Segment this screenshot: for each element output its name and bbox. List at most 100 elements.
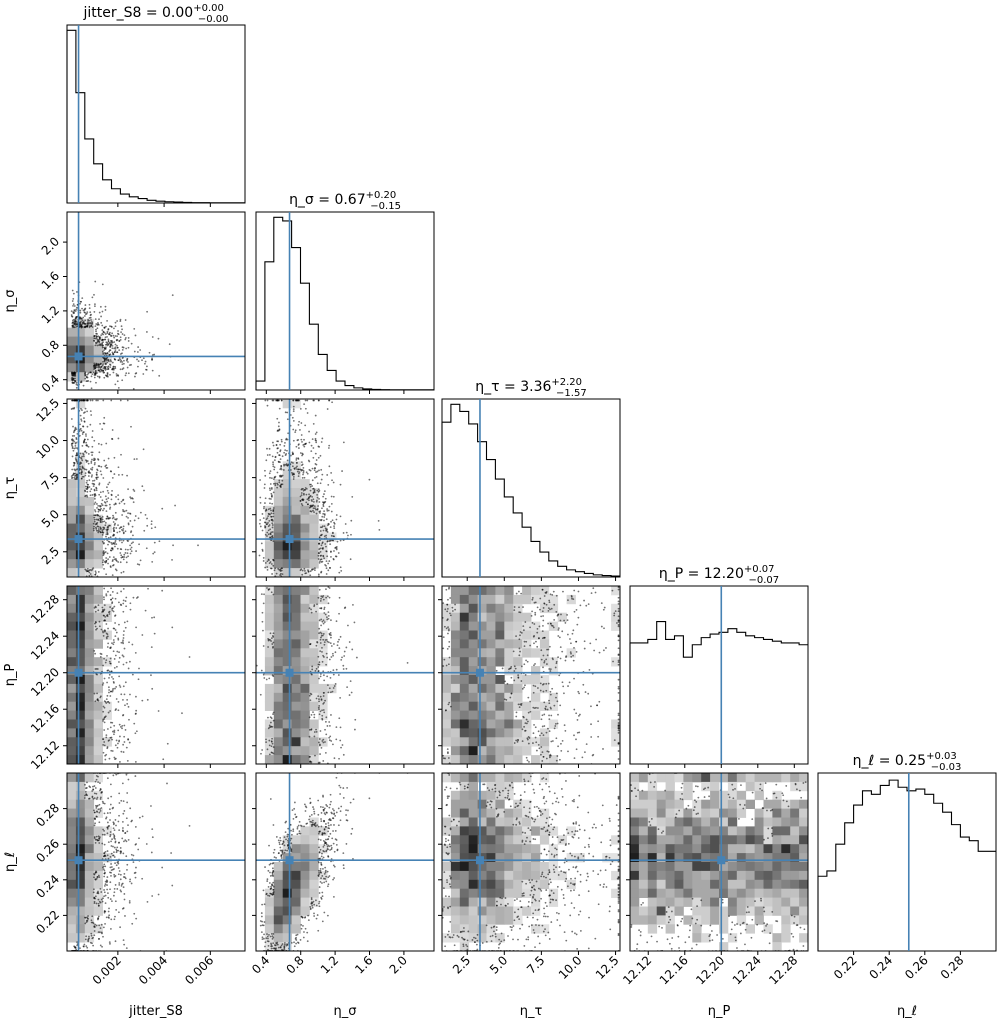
sample-point <box>85 468 88 471</box>
sample-point <box>550 714 553 717</box>
sample-point <box>339 819 342 822</box>
density-cell <box>495 612 505 622</box>
sample-point <box>332 878 334 881</box>
sample-point <box>339 793 342 795</box>
sample-point <box>311 825 313 827</box>
density-cell <box>67 479 77 489</box>
sample-point <box>301 440 303 443</box>
sample-point <box>327 483 330 486</box>
sample-point <box>126 399 129 402</box>
density-cell <box>300 746 310 756</box>
sample-point <box>340 805 343 808</box>
sample-point <box>92 785 94 788</box>
sample-point <box>548 668 551 670</box>
density-cell <box>67 541 77 551</box>
density-cell <box>309 523 319 533</box>
sample-point <box>120 554 123 557</box>
sample-point <box>448 587 450 590</box>
sample-point <box>326 811 328 814</box>
sample-point <box>318 704 321 707</box>
density-cell <box>273 594 284 605</box>
sample-point <box>123 898 126 901</box>
sample-point <box>567 685 569 687</box>
sample-point <box>79 414 82 417</box>
sample-point <box>110 690 112 693</box>
sample-point <box>300 503 303 505</box>
density-cell <box>67 710 77 720</box>
density-cell <box>504 701 514 711</box>
sample-point <box>549 690 552 693</box>
sample-point <box>114 875 117 877</box>
sample-point <box>74 946 76 949</box>
hist-steps-jitter_S8 <box>66 29 245 204</box>
density-cell <box>309 505 319 516</box>
sample-point <box>105 698 108 700</box>
sample-point <box>112 334 115 337</box>
sample-point <box>84 313 87 316</box>
sample-point <box>605 647 607 649</box>
sample-point <box>541 610 544 613</box>
density-cell <box>84 523 95 533</box>
sample-point <box>512 650 515 653</box>
sample-point <box>290 829 292 832</box>
sample-point <box>336 849 339 852</box>
sample-point <box>264 469 266 472</box>
density-cell <box>84 336 95 346</box>
sample-point <box>272 593 275 596</box>
sample-point <box>555 594 558 597</box>
sample-point <box>93 811 96 814</box>
sample-point <box>342 753 345 756</box>
sample-point <box>269 862 272 865</box>
density-cell <box>309 586 319 596</box>
sample-point <box>323 606 326 609</box>
sample-point <box>72 292 75 295</box>
sample-point <box>333 813 335 816</box>
sample-point <box>162 758 165 761</box>
sample-point <box>330 645 333 647</box>
sample-point <box>120 890 123 893</box>
sample-point <box>283 464 285 467</box>
sample-point <box>594 591 597 594</box>
sample-point <box>272 711 275 714</box>
sample-point <box>323 844 326 847</box>
sample-point <box>99 305 102 308</box>
sample-point <box>561 650 564 653</box>
sample-point <box>98 318 100 321</box>
sample-point <box>323 643 326 646</box>
density-cell <box>67 683 77 694</box>
sample-point <box>125 359 128 362</box>
sample-point <box>124 729 127 731</box>
sample-point <box>348 694 351 696</box>
sample-point <box>309 574 312 577</box>
sample-point <box>109 508 111 510</box>
sample-point <box>88 574 91 577</box>
sample-point <box>102 705 105 708</box>
sample-point <box>268 638 270 641</box>
sample-point <box>577 690 580 693</box>
sample-point <box>103 855 105 858</box>
sample-point <box>319 631 322 634</box>
sample-point <box>325 663 328 666</box>
sample-point <box>91 373 94 376</box>
sample-point <box>135 712 137 715</box>
sample-point <box>446 748 449 751</box>
sample-point <box>146 698 149 701</box>
sample-point <box>535 749 538 752</box>
sample-point <box>287 432 290 435</box>
density-cell <box>513 621 523 631</box>
sample-point <box>102 369 105 372</box>
density-cell <box>264 523 275 533</box>
density-cell <box>309 862 319 872</box>
sample-point <box>127 824 129 827</box>
density-cell <box>93 532 103 542</box>
density-cell <box>450 630 461 640</box>
sample-point <box>93 495 96 498</box>
sample-point <box>109 325 111 328</box>
density-cell <box>67 808 77 818</box>
sample-point <box>104 358 107 360</box>
density-cell <box>102 603 112 614</box>
sample-point <box>188 656 191 658</box>
sample-point <box>105 659 108 662</box>
sample-point <box>319 730 322 732</box>
sample-point <box>120 526 123 529</box>
